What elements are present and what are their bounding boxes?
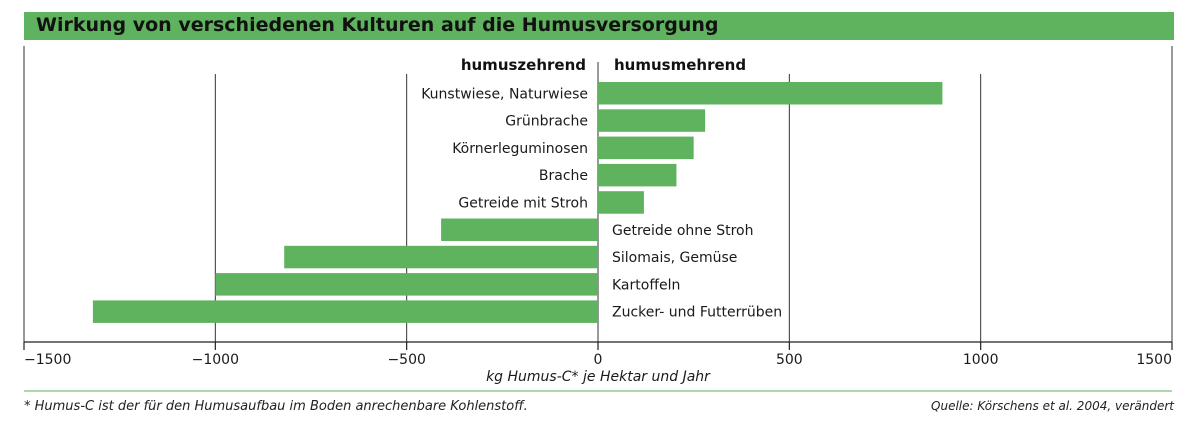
bar [598,163,677,187]
category-label: Kunstwiese, Naturwiese [421,86,588,102]
chart-title: Wirkung von verschiedenen Kulturen auf d… [36,14,719,36]
bar [598,82,943,105]
bar [598,136,694,160]
x-tick-label: −1500 [24,352,71,368]
category-label: Kartoffeln [612,277,680,293]
bar [598,109,706,132]
x-tick-label: 500 [776,352,803,368]
category-label: Körnerleguminosen [452,141,588,157]
x-axis-title: kg Humus-C* je Hektar und Jahr [486,369,711,385]
x-tick-label: −1000 [192,352,239,368]
bar [215,273,599,296]
category-label: Brache [539,168,588,184]
header-humusmehrend: humusmehrend [614,56,746,74]
category-label: Getreide ohne Stroh [612,223,754,239]
title-banner: Wirkung von verschiedenen Kulturen auf d… [24,12,1174,40]
category-label: Zucker- und Futterrüben [612,305,782,321]
bar [92,300,598,323]
bar [284,245,598,269]
source-note: Quelle: Körschens et al. 2004, verändert [931,399,1174,413]
bar [598,191,644,214]
x-tick-label: 1500 [1136,352,1172,368]
category-label: Silomais, Gemüse [612,250,737,266]
x-tick-label: 1000 [963,352,999,368]
category-label: Grünbrache [505,114,588,130]
x-tick-label: 0 [594,352,603,368]
header-humuszehrend: humuszehrend [461,56,586,74]
category-label: Getreide mit Stroh [458,195,588,211]
bar [441,218,598,241]
footnote: * Humus-C ist der für den Humusaufbau im… [24,399,528,414]
x-tick-label: −500 [387,352,425,368]
